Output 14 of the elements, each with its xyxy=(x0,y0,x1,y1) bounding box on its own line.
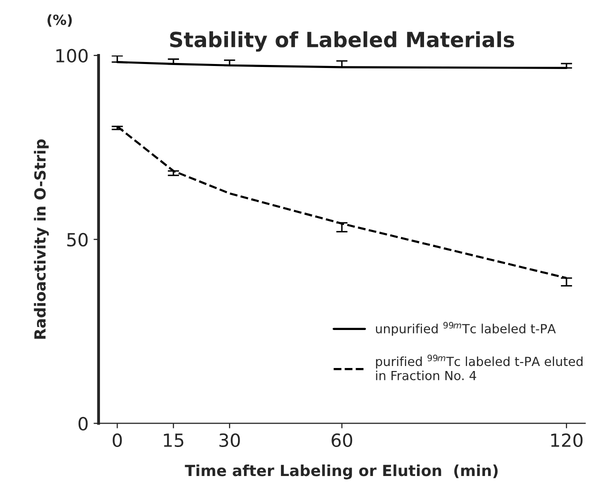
x-tick-label: 30 xyxy=(219,433,240,448)
x-axis-title: Time after Labeling or Elution (min) xyxy=(184,464,498,480)
legend-label: purified $^{99m}$Tc labeled t-PA eluted in Fraction No. 4 xyxy=(376,354,582,380)
legend-label: unpurified $^{99m}$Tc labeled t-PA xyxy=(376,322,556,336)
y-tick-label: 50 xyxy=(67,232,88,247)
x-tick-label: 15 xyxy=(164,434,184,448)
x-tick-label: 0 xyxy=(112,433,122,448)
y-tick-label: 0 xyxy=(78,416,88,430)
x-tick-label: 60 xyxy=(332,433,352,448)
x-tick-label: 120 xyxy=(551,433,583,448)
y-tick-label: 100 xyxy=(56,48,88,63)
text: (%) xyxy=(48,14,72,27)
chart-title: Stability of Labeled Materials xyxy=(170,31,514,52)
y-axis-title: Radioactivity in O-Strip xyxy=(34,139,49,339)
